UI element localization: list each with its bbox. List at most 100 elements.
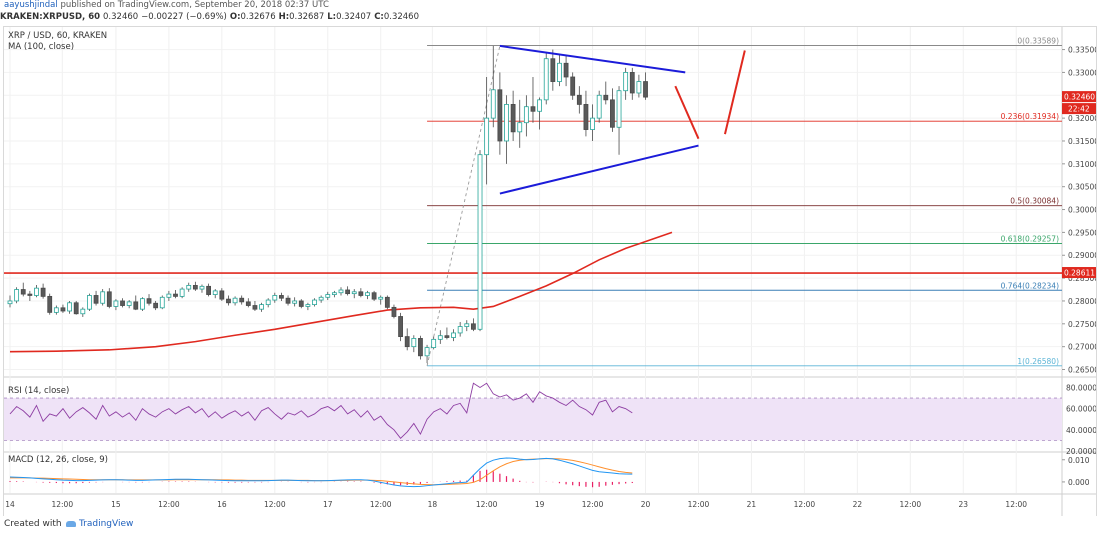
time-tick-label: 12:00: [900, 500, 922, 509]
candle-down: [40, 287, 46, 297]
triangle-upper-trendline: [499, 44, 686, 74]
ma-100-line: [9, 231, 673, 353]
chart-frame[interactable]: 0.335000.330000.325000.320000.315000.310…: [3, 26, 1097, 518]
fib-level-label: 0.618(0.29257): [1001, 235, 1059, 244]
price-tick-label: 0.29500: [1068, 228, 1096, 237]
time-tick-label: 21: [747, 500, 757, 509]
created-with-label: Created with: [4, 519, 62, 529]
moving-average: [9, 231, 673, 353]
candle-up: [80, 308, 86, 315]
candle-down: [47, 295, 53, 313]
macd-chart: 0.010 0.000: [9, 456, 1090, 488]
ohlc-last: 0.32460: [103, 12, 139, 22]
macd-pane: 0.010 0.000 MACD (12, 26, close, 9): [8, 455, 1090, 488]
level-tag-bg: [1062, 267, 1096, 279]
candle-down: [603, 94, 609, 101]
fib-level-label: 0.5(0.30084): [1010, 197, 1059, 206]
candle-down: [358, 291, 364, 296]
price-tick-label: 0.29000: [1068, 251, 1096, 260]
candle-up: [590, 117, 595, 130]
rsi-chart: 80.0000 60.0000 40.0000 20.0000: [4, 382, 1096, 456]
macd-line: [9, 457, 633, 488]
price-tick-label: 0.33000: [1068, 68, 1096, 77]
author-link[interactable]: aayushjindal: [4, 0, 58, 10]
time-tick-label: 12:00: [264, 500, 286, 509]
price-tick-label: 0.32000: [1068, 114, 1096, 123]
candle-up: [543, 58, 549, 101]
candle-down: [106, 291, 112, 307]
candle-down: [576, 94, 582, 105]
candle-down: [73, 302, 79, 315]
candle-down: [120, 300, 125, 306]
publish-header: aayushjindal published on TradingView.co…: [0, 0, 1100, 11]
candle-up: [272, 295, 278, 301]
candle-down: [563, 62, 569, 78]
legend-title: XRP / USD, 60, KRAKEN: [8, 31, 107, 41]
tradingview-link[interactable]: TradingView: [66, 519, 133, 529]
time-tag-bg: [1062, 103, 1096, 115]
rsi-band: [4, 398, 1062, 441]
candle-down: [279, 295, 284, 299]
time-tick-label: 12:00: [688, 500, 710, 509]
candle-down: [285, 297, 291, 304]
candle-down: [510, 104, 516, 133]
time-tick-label: 12:00: [51, 500, 73, 509]
candle-down: [391, 306, 397, 317]
candle-up: [312, 299, 317, 306]
price-tick-label: 0.28000: [1068, 297, 1096, 306]
ohlc-high-label: H:: [278, 12, 290, 22]
fib-level-label: 0.764(0.28234): [1001, 281, 1059, 290]
rsi-tick-label: 40.0000: [1066, 426, 1096, 435]
ohlc-low: 0.32407: [336, 12, 372, 22]
candle-up: [212, 290, 218, 295]
candle-down: [245, 301, 251, 306]
candle-down: [345, 289, 351, 295]
candle-down: [583, 104, 589, 130]
time-tick-label: 20: [641, 500, 651, 509]
candle-down: [610, 99, 615, 128]
time-tick-label: 15: [111, 500, 121, 509]
price-tick-label: 0.30000: [1068, 206, 1096, 215]
price-tick-label: 0.27000: [1068, 343, 1096, 352]
candle-down: [252, 305, 258, 310]
candle-up: [464, 323, 470, 327]
candle-down: [206, 285, 212, 295]
legend-ma: MA (100, close): [8, 42, 74, 52]
candle-up: [87, 295, 92, 310]
candle-up: [139, 298, 145, 310]
rsi-tick-label: 80.0000: [1066, 383, 1096, 392]
macd-tick-label: 0.000: [1068, 478, 1090, 487]
ohlc-open: 0.32676: [240, 12, 276, 22]
fib-level-label: 0(0.33589): [1017, 37, 1059, 46]
chart-svg[interactable]: 0.335000.330000.325000.320000.315000.310…: [4, 27, 1096, 517]
candle-up: [504, 104, 509, 142]
candle-up: [318, 296, 324, 301]
price-tick-label: 0.31000: [1068, 160, 1096, 169]
candle-up: [265, 299, 271, 306]
time-tick-label: 17: [323, 500, 333, 509]
candle-down: [470, 323, 476, 330]
level-tag: 0.28611: [1064, 269, 1095, 278]
candle-down: [20, 289, 26, 295]
ohlc-symbol: KRAKEN:XRPUSD, 60: [0, 12, 101, 22]
ohlc-low-label: L:: [327, 12, 337, 22]
ohlc-high: 0.32687: [289, 12, 325, 22]
candle-down: [27, 293, 33, 296]
candle-up: [100, 291, 106, 304]
price-pane: 0.335000.330000.325000.320000.315000.310…: [4, 27, 1096, 517]
candle-down: [497, 89, 503, 142]
time-axis: 14 12:00 15 12:00 16 12:00 17 12:00 18 12:00 19 12:…: [5, 500, 1027, 509]
price-tick-label: 0.27500: [1068, 320, 1096, 329]
candle-up: [623, 72, 629, 92]
candle-up: [451, 332, 456, 338]
candle-down: [371, 292, 377, 300]
candle-up: [636, 81, 642, 94]
candle-up: [490, 89, 496, 119]
price-tick-label: 0.31500: [1068, 137, 1096, 146]
candle-down: [298, 300, 304, 307]
candle-down: [550, 58, 556, 82]
candle-down: [384, 296, 390, 308]
candle-up: [53, 307, 59, 313]
candle-up: [186, 285, 192, 290]
candles: [7, 45, 648, 364]
